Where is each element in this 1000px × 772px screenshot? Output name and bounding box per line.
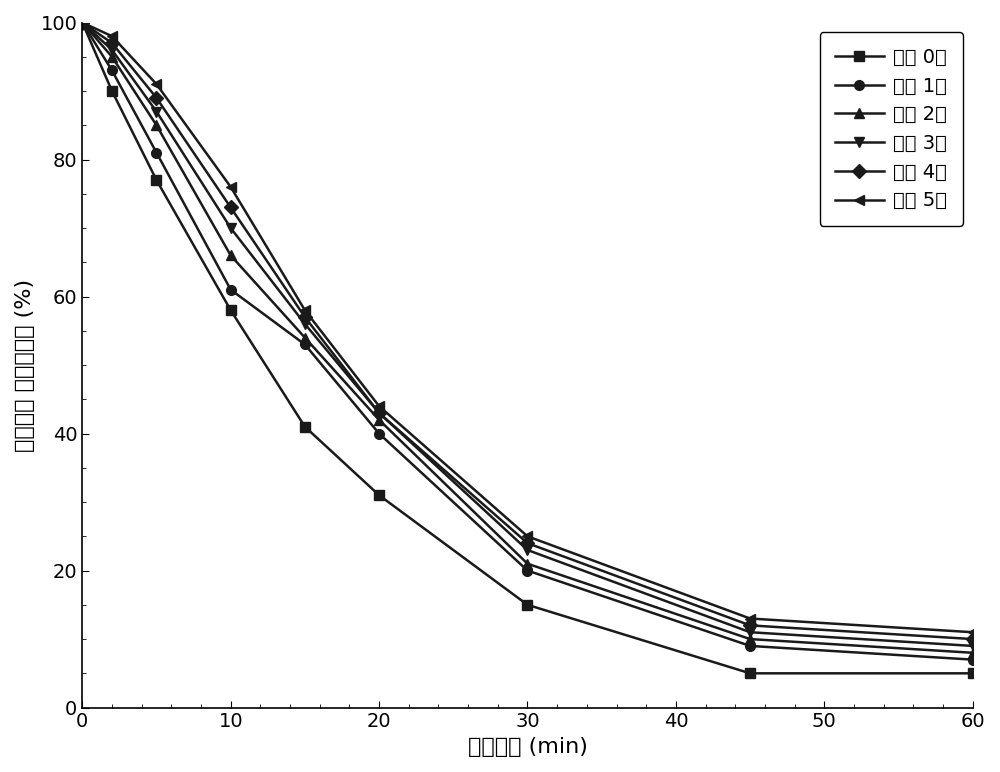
回用 5次 <box>150 80 162 89</box>
回用 3次 <box>373 408 385 418</box>
回用 5次 <box>744 614 756 623</box>
回用 1次 <box>225 285 237 294</box>
回用 1次 <box>150 148 162 157</box>
回用 3次 <box>225 223 237 232</box>
回用 0次 <box>106 86 118 96</box>
回用 5次 <box>373 401 385 411</box>
回用 2次 <box>76 18 88 27</box>
回用 3次 <box>744 628 756 637</box>
回用 4次 <box>967 635 979 644</box>
Line: 回用 0次: 回用 0次 <box>77 18 978 678</box>
回用 4次 <box>106 39 118 48</box>
回用 2次 <box>521 559 533 568</box>
回用 0次 <box>299 422 311 432</box>
回用 2次 <box>150 120 162 130</box>
回用 0次 <box>744 669 756 678</box>
Legend: 回用 0次, 回用 1次, 回用 2次, 回用 3次, 回用 4次, 回用 5次: 回用 0次, 回用 1次, 回用 2次, 回用 3次, 回用 4次, 回用 5次 <box>820 32 963 226</box>
回用 0次 <box>225 306 237 315</box>
回用 4次 <box>744 621 756 630</box>
回用 5次 <box>106 32 118 41</box>
回用 4次 <box>299 313 311 322</box>
回用 3次 <box>150 107 162 117</box>
回用 0次 <box>521 600 533 609</box>
回用 3次 <box>521 545 533 554</box>
回用 0次 <box>76 18 88 27</box>
Line: 回用 5次: 回用 5次 <box>77 18 978 637</box>
回用 5次 <box>225 182 237 191</box>
回用 2次 <box>299 333 311 342</box>
回用 4次 <box>225 203 237 212</box>
回用 2次 <box>106 52 118 62</box>
回用 2次 <box>967 648 979 658</box>
回用 5次 <box>299 306 311 315</box>
回用 3次 <box>967 642 979 651</box>
回用 3次 <box>299 320 311 329</box>
回用 3次 <box>106 46 118 55</box>
Line: 回用 4次: 回用 4次 <box>77 18 978 644</box>
回用 1次 <box>76 18 88 27</box>
回用 1次 <box>106 66 118 75</box>
回用 0次 <box>150 175 162 185</box>
Y-axis label: 恩诺沙星 剩余百分比 (%): 恩诺沙星 剩余百分比 (%) <box>15 279 35 452</box>
回用 4次 <box>373 408 385 418</box>
回用 3次 <box>76 18 88 27</box>
X-axis label: 反应时间 (min): 反应时间 (min) <box>468 737 587 757</box>
回用 2次 <box>744 635 756 644</box>
Line: 回用 3次: 回用 3次 <box>77 18 978 651</box>
回用 1次 <box>967 655 979 664</box>
回用 0次 <box>967 669 979 678</box>
Line: 回用 2次: 回用 2次 <box>77 18 978 658</box>
回用 1次 <box>299 340 311 349</box>
回用 4次 <box>521 539 533 548</box>
回用 2次 <box>225 251 237 260</box>
回用 0次 <box>373 490 385 499</box>
回用 4次 <box>150 93 162 103</box>
回用 5次 <box>521 532 533 541</box>
回用 5次 <box>76 18 88 27</box>
回用 2次 <box>373 415 385 425</box>
回用 4次 <box>76 18 88 27</box>
Line: 回用 1次: 回用 1次 <box>77 18 978 665</box>
回用 1次 <box>373 429 385 438</box>
回用 1次 <box>521 566 533 575</box>
回用 1次 <box>744 642 756 651</box>
回用 5次 <box>967 628 979 637</box>
